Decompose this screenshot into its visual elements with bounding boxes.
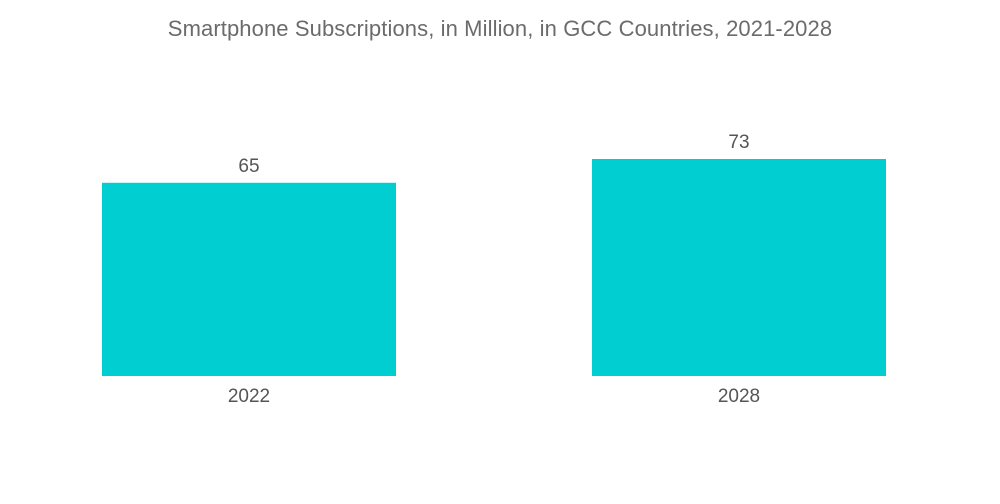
x-tick-label-2022: 2022	[228, 386, 270, 407]
data-label-2028: 73	[728, 132, 749, 153]
x-tick-label-2028: 2028	[718, 386, 760, 407]
chart-title: Smartphone Subscriptions, in Million, in…	[167, 16, 833, 41]
bar-2028	[592, 159, 886, 376]
bar-2022	[102, 182, 396, 376]
data-label-2022: 65	[238, 156, 259, 177]
